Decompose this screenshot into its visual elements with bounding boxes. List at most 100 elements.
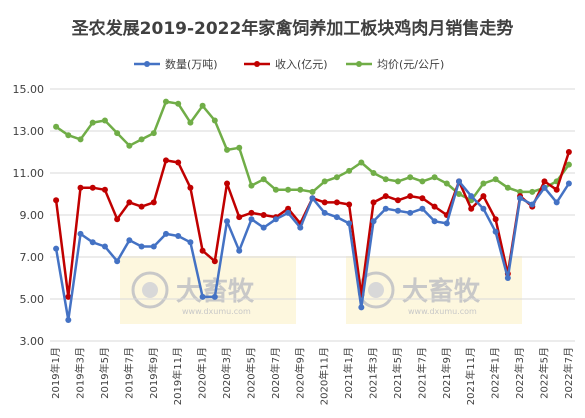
data-point (187, 119, 194, 126)
data-point (162, 230, 169, 237)
y-tick-label: 5.00 (20, 293, 45, 306)
data-point (443, 180, 450, 187)
data-point (53, 123, 60, 130)
data-point (333, 214, 340, 221)
data-point (456, 178, 463, 185)
watermark-url: www.dxumu.com (182, 307, 251, 316)
data-point (309, 188, 316, 195)
series-line (55, 100, 570, 202)
legend-label: 数量(万吨) (165, 58, 218, 71)
legend-marker (144, 61, 150, 67)
x-tick-label: 2019年1月 (49, 347, 62, 399)
data-point (382, 176, 389, 183)
data-point (114, 258, 121, 265)
y-tick-label: 15.00 (13, 83, 45, 96)
data-point (162, 157, 169, 164)
x-tick-label: 2021年3月 (367, 347, 380, 399)
data-point (175, 100, 182, 107)
data-point (236, 144, 243, 151)
data-point (346, 167, 353, 174)
data-point (358, 159, 365, 166)
data-point (382, 193, 389, 200)
x-tick-label: 2021年1月 (342, 347, 355, 399)
data-point (492, 176, 499, 183)
data-point (407, 174, 414, 181)
data-point (211, 293, 218, 300)
x-tick-label: 2022年5月 (537, 347, 550, 399)
data-point (321, 199, 328, 206)
data-point (394, 207, 401, 214)
data-point (419, 178, 426, 185)
data-point (565, 149, 572, 155)
data-point (248, 209, 255, 216)
data-point (138, 203, 145, 210)
y-tick-label: 7.00 (20, 251, 45, 264)
data-point (126, 142, 133, 149)
data-point (272, 216, 279, 223)
x-tick-label: 2020年11月 (318, 347, 331, 405)
data-point (224, 146, 231, 153)
data-point (224, 180, 231, 187)
x-tick-label: 2021年9月 (440, 347, 453, 399)
data-point (65, 317, 72, 323)
x-tick-label: 2022年3月 (513, 347, 526, 399)
data-point (175, 233, 182, 239)
data-point (77, 184, 84, 191)
data-point (541, 184, 548, 191)
data-point (553, 199, 560, 206)
data-point (431, 174, 438, 181)
data-point (150, 199, 157, 206)
data-point (468, 205, 475, 212)
data-point (89, 119, 96, 126)
x-tick-label: 2022年7月 (562, 347, 575, 399)
legend-label: 均价(元/公斤) (377, 58, 444, 71)
data-point (224, 218, 231, 225)
data-point (504, 275, 511, 281)
data-point (480, 193, 487, 200)
data-point (248, 182, 255, 189)
data-point (492, 228, 499, 235)
data-point (370, 170, 377, 176)
data-point (321, 209, 328, 216)
watermark-url: www.dxumu.com (408, 307, 477, 316)
legend-item: 收入(亿元) (244, 57, 328, 71)
data-point (138, 243, 145, 250)
data-point (211, 258, 218, 265)
watermark-emblem-icon (131, 271, 169, 309)
data-point (199, 247, 206, 254)
x-tick-label: 2020年9月 (293, 347, 306, 399)
data-point (504, 184, 511, 191)
data-point (333, 174, 340, 181)
data-point (358, 304, 365, 311)
data-point (480, 180, 487, 187)
y-tick-label: 13.00 (13, 125, 45, 138)
x-tick-label: 2019年9月 (147, 347, 160, 399)
data-point (199, 293, 206, 300)
data-point (114, 216, 121, 223)
data-point (370, 218, 377, 225)
x-tick-label: 2019年11月 (171, 347, 184, 405)
data-point (260, 224, 267, 231)
data-point (65, 132, 72, 139)
data-point (285, 205, 292, 212)
x-tick-label: 2021年11月 (464, 347, 477, 405)
watermark-emblem-dot-icon (142, 282, 158, 298)
data-point (260, 176, 267, 183)
data-point (65, 293, 72, 300)
data-point (297, 224, 304, 231)
data-point (211, 117, 218, 124)
legend-item: 数量(万吨) (134, 58, 218, 71)
data-point (150, 243, 157, 250)
data-point (480, 205, 487, 212)
y-tick-label: 11.00 (13, 167, 45, 180)
data-point (492, 216, 499, 223)
data-point (541, 178, 548, 185)
data-point (101, 117, 108, 124)
data-point (394, 197, 401, 204)
data-point (77, 136, 84, 143)
legend-marker (254, 61, 260, 67)
data-point (431, 203, 438, 210)
